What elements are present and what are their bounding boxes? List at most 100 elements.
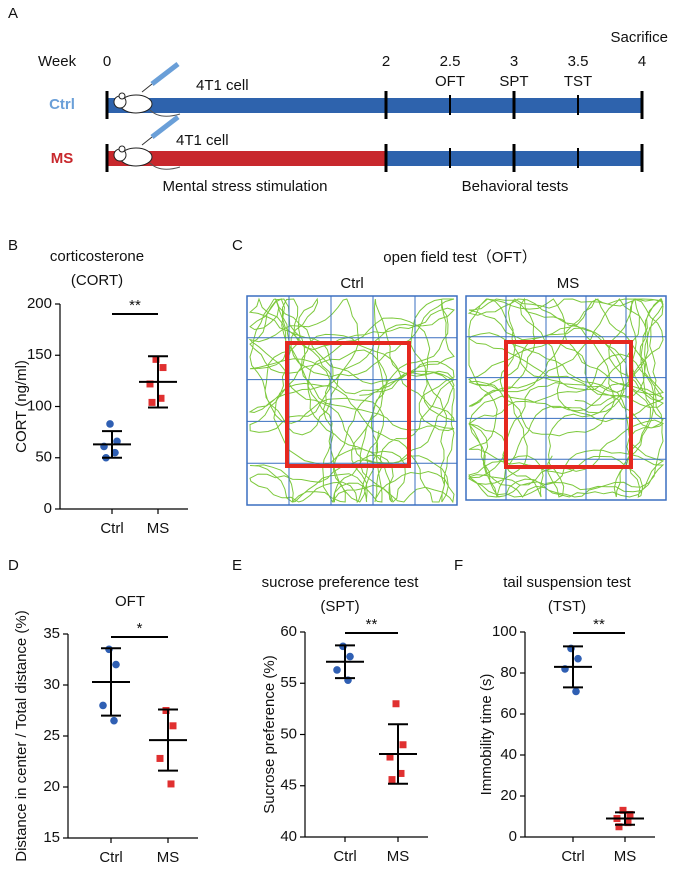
data-point xyxy=(346,652,354,661)
injection-label: 4T1 cell xyxy=(176,132,229,149)
data-point xyxy=(619,806,627,814)
y-tick-label: 20 xyxy=(43,778,60,795)
y-tick-label: 100 xyxy=(27,397,52,414)
data-point xyxy=(148,398,156,406)
syringe xyxy=(150,115,180,139)
data-point xyxy=(624,819,632,827)
data-point xyxy=(111,448,119,457)
chart-title: sucrose preference test xyxy=(262,574,420,591)
phase-label: Mental stress stimulation xyxy=(162,178,327,195)
y-tick-label: 0 xyxy=(509,828,517,845)
y-tick-label: 0 xyxy=(44,500,52,517)
group-label: MS xyxy=(51,150,74,167)
y-tick-label: 55 xyxy=(280,674,297,691)
y-tick-label: 40 xyxy=(280,828,297,845)
error-bar xyxy=(615,811,635,826)
data-point xyxy=(169,722,177,730)
week-tick-label: 3 xyxy=(510,53,518,70)
significance-label: ** xyxy=(129,297,141,314)
data-point xyxy=(106,420,114,428)
y-axis-label: Distance in center / Total distance (%) xyxy=(13,610,30,862)
data-point xyxy=(626,810,634,818)
data-point xyxy=(167,780,175,788)
track xyxy=(248,297,455,504)
x-tick-label: MS xyxy=(387,848,410,865)
y-tick-label: 30 xyxy=(43,676,60,693)
x-tick-label: MS xyxy=(147,520,170,537)
x-tick-label: Ctrl xyxy=(333,848,356,865)
needle xyxy=(141,136,153,146)
test-label: TST xyxy=(564,73,592,90)
arena-label: MS xyxy=(557,275,580,292)
phase-label: Behavioral tests xyxy=(462,178,569,195)
data-point xyxy=(399,741,407,749)
y-tick-label: 15 xyxy=(43,829,60,846)
y-axis-label: Sucrose preference (%) xyxy=(261,655,278,813)
panel-label: D xyxy=(8,557,19,574)
week-tick-label: 2.5 xyxy=(440,53,461,70)
significance-label: ** xyxy=(366,616,378,633)
panel-label: E xyxy=(232,557,242,574)
y-tick-label: 50 xyxy=(280,725,297,742)
error-bar xyxy=(388,723,408,785)
y-tick-label: 60 xyxy=(500,705,517,722)
arena-label: Ctrl xyxy=(340,275,363,292)
y-tick-label: 200 xyxy=(27,295,52,312)
mouse-tail xyxy=(149,162,181,170)
data-point xyxy=(572,687,580,696)
arena xyxy=(246,295,458,506)
y-tick-label: 40 xyxy=(500,746,517,763)
timeline-bar xyxy=(107,98,642,113)
data-point xyxy=(157,394,165,402)
error-bar xyxy=(102,430,122,459)
x-tick-label: Ctrl xyxy=(99,849,122,866)
x-tick-label: MS xyxy=(157,849,180,866)
y-tick-label: 45 xyxy=(280,777,297,794)
week-tick-label: 3.5 xyxy=(568,53,589,70)
error-bar xyxy=(563,645,583,689)
data-point xyxy=(112,660,120,669)
data-point xyxy=(388,776,396,784)
week-tick-label: 4 xyxy=(638,53,646,70)
data-point xyxy=(110,716,118,725)
week-tick-label: 2 xyxy=(382,53,390,70)
chart-title: OFT xyxy=(115,593,145,610)
mouse-ear xyxy=(118,92,126,100)
panel-title: open field test（OFT） xyxy=(383,249,536,266)
panel-label: B xyxy=(8,237,18,254)
data-point xyxy=(113,437,121,446)
track xyxy=(467,297,665,498)
data-point xyxy=(333,666,341,674)
arena xyxy=(465,295,667,501)
y-tick-label: 150 xyxy=(27,346,52,363)
needle xyxy=(141,83,153,93)
data-point xyxy=(386,753,394,761)
y-tick-label: 60 xyxy=(280,623,297,640)
mouse-tail xyxy=(149,109,181,117)
test-label: OFT xyxy=(435,73,465,90)
data-point xyxy=(392,700,400,708)
y-tick-label: 35 xyxy=(43,625,60,642)
data-point xyxy=(159,364,167,372)
error-bar xyxy=(101,647,121,717)
group-label: Ctrl xyxy=(49,96,75,113)
y-tick-label: 20 xyxy=(500,787,517,804)
data-point xyxy=(162,707,170,714)
significance-label: ** xyxy=(593,616,605,633)
data-point xyxy=(615,823,623,831)
end-label: Sacrifice xyxy=(610,29,668,46)
timeline-bar xyxy=(107,151,386,166)
y-axis-label: Immobility time (s) xyxy=(478,674,495,796)
data-point xyxy=(152,355,160,363)
error-bar xyxy=(335,644,355,680)
significance-label: * xyxy=(137,620,143,637)
injection-label: 4T1 cell xyxy=(196,77,249,94)
data-point xyxy=(156,754,164,762)
week-label: Week xyxy=(38,53,77,70)
data-point xyxy=(146,380,154,388)
x-tick-label: Ctrl xyxy=(561,848,584,865)
y-tick-label: 50 xyxy=(35,449,52,466)
center-zone xyxy=(285,341,411,468)
chart-subtitle: (SPT) xyxy=(320,598,359,615)
